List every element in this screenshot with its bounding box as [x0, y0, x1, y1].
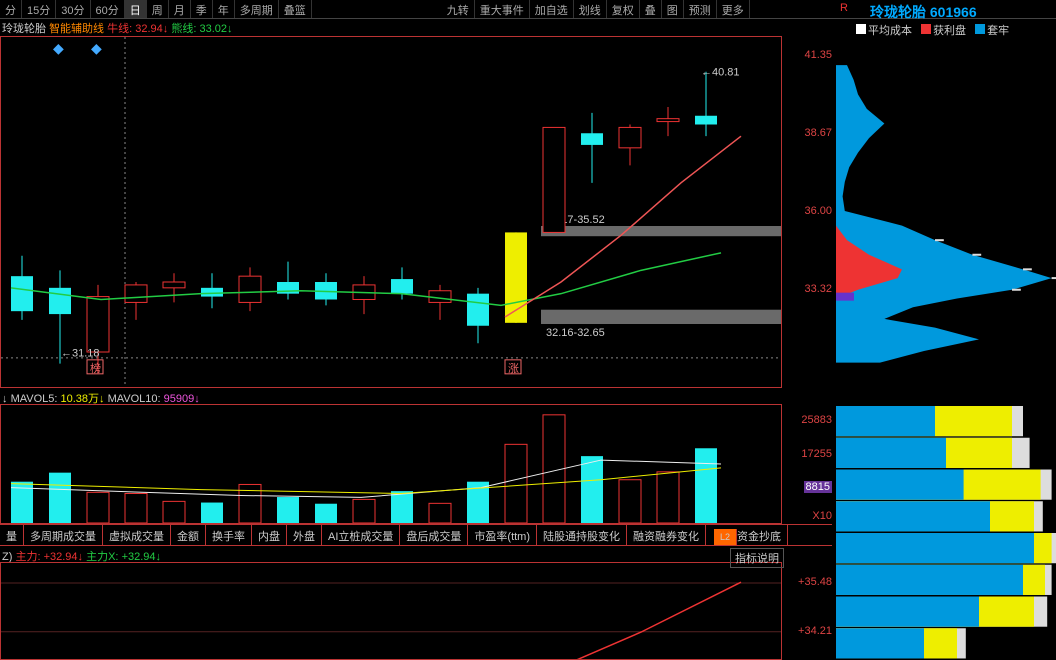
bear-value: 33.02 — [199, 23, 227, 35]
svg-text:榜: 榜 — [90, 361, 101, 375]
svg-text:涨: 涨 — [508, 362, 519, 375]
tool-复权[interactable]: 复权 — [607, 0, 640, 19]
svg-text:32.16-32.65: 32.16-32.65 — [546, 327, 605, 339]
tool-划线[interactable]: 划线 — [574, 0, 607, 19]
tf-15分[interactable]: 15分 — [22, 0, 56, 19]
price-axis: 41.3538.6736.0033.32 — [786, 36, 832, 386]
tf-月[interactable]: 月 — [169, 0, 191, 19]
volume-info: ↓ MAVOL5: 10.38万↓ MAVOL10: 95909↓ — [2, 390, 200, 404]
tab-市盈率(ttm)[interactable]: 市盈率(ttm) — [468, 525, 537, 546]
tf-分[interactable]: 分 — [0, 0, 22, 19]
stock-title: 玲珑轮胎 601966 — [870, 2, 977, 22]
tab-虚拟成交量[interactable]: 虚拟成交量 — [103, 525, 171, 546]
tf-30分[interactable]: 30分 — [56, 0, 90, 19]
tab-多周期成交量[interactable]: 多周期成交量 — [24, 525, 103, 546]
tab-AI立桩成交量[interactable]: AI立桩成交量 — [322, 525, 400, 546]
tool-更多[interactable]: 更多 — [717, 0, 750, 19]
tf-多周期[interactable]: 多周期 — [235, 0, 279, 19]
svg-text:←40.81: ←40.81 — [701, 67, 740, 79]
tab-量[interactable]: 量 — [0, 525, 24, 546]
tf-叠篮[interactable]: 叠篮 — [279, 0, 312, 19]
stock-name: 玲珑轮胎 — [2, 23, 46, 35]
chart-info-line: 玲珑轮胎 智能辅助线 牛线: 32.94↓ 熊线: 33.02↓ — [2, 20, 233, 36]
r-label: R — [840, 2, 848, 14]
volume-profile — [836, 36, 1056, 660]
bull-value: 32.94 — [135, 23, 163, 35]
tab-换手率[interactable]: 换手率 — [206, 525, 252, 546]
volume-axis: 25883172558815X10 — [786, 404, 832, 522]
tab-资金抄底[interactable]: L2资金抄底 — [706, 525, 788, 546]
indicator-axis: +35.48+34.21 — [786, 562, 832, 658]
tool-图[interactable]: 图 — [662, 0, 684, 19]
svg-text:◆: ◆ — [53, 40, 64, 56]
svg-text:←31.18: ←31.18 — [61, 348, 100, 360]
indicator-chart[interactable] — [0, 562, 782, 660]
tab-盘后成交量[interactable]: 盘后成交量 — [400, 525, 468, 546]
price-chart[interactable]: 35.17-35.5232.16-32.65◆◆榜涨←31.18←40.81 — [0, 36, 782, 388]
svg-text:◆: ◆ — [91, 40, 102, 56]
tf-季[interactable]: 季 — [191, 0, 213, 19]
tf-周[interactable]: 周 — [147, 0, 169, 19]
indicator-info: Z) 主力: +32.94↓ 主力X: +32.94↓ — [2, 548, 161, 562]
bear-label: 熊线: — [171, 23, 196, 35]
indicator-tabs[interactable]: 量多周期成交量虚拟成交量金额换手率内盘外盘AI立桩成交量盘后成交量市盈率(ttm… — [0, 524, 832, 546]
indicator-help-link[interactable]: 指标说明 — [730, 548, 784, 568]
tab-金额[interactable]: 金额 — [171, 525, 206, 546]
tab-融资融券变化[interactable]: 融资融券变化 — [627, 525, 706, 546]
tf-年[interactable]: 年 — [213, 0, 235, 19]
volume-chart[interactable] — [0, 404, 782, 524]
tool-九转[interactable]: 九转 — [442, 0, 475, 19]
tf-60分[interactable]: 60分 — [91, 0, 125, 19]
tool-叠[interactable]: 叠 — [640, 0, 662, 19]
tool-加自选[interactable]: 加自选 — [530, 0, 574, 19]
tab-陆股通持股变化[interactable]: 陆股通持股变化 — [537, 525, 627, 546]
tool-重大事件[interactable]: 重大事件 — [475, 0, 530, 19]
aux-label: 智能辅助线 — [49, 23, 104, 35]
tool-预测[interactable]: 预测 — [684, 0, 717, 19]
tf-日[interactable]: 日 — [125, 0, 147, 19]
tab-外盘[interactable]: 外盘 — [287, 525, 322, 546]
tab-内盘[interactable]: 内盘 — [252, 525, 287, 546]
bull-label: 牛线: — [107, 23, 132, 35]
